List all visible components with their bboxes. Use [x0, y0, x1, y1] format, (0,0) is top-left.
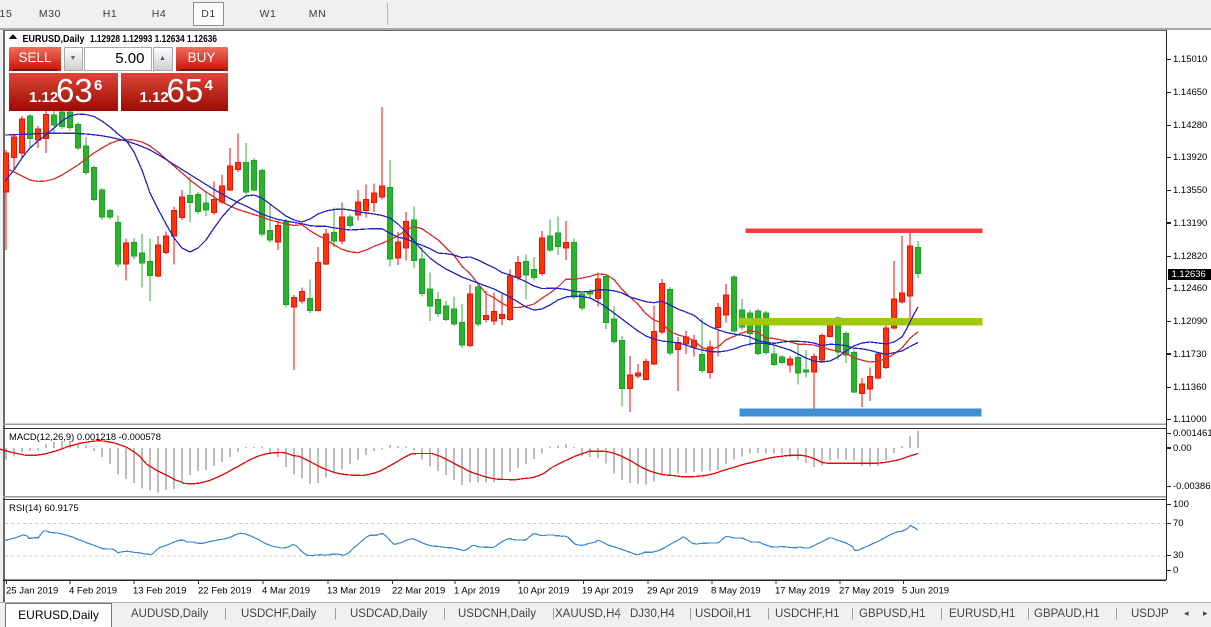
svg-text:1.12928 1.12993 1.12634 1.1263: 1.12928 1.12993 1.12634 1.12636 — [90, 34, 217, 45]
svg-text:13 Mar 2019: 13 Mar 2019 — [327, 586, 380, 597]
svg-text:22 Feb 2019: 22 Feb 2019 — [198, 586, 251, 597]
svg-text:17 May 2019: 17 May 2019 — [775, 586, 830, 597]
svg-text:10 Apr 2019: 10 Apr 2019 — [518, 586, 569, 597]
svg-text:RSI(14) 60.9175: RSI(14) 60.9175 — [9, 503, 79, 514]
svg-text:4 Feb 2019: 4 Feb 2019 — [69, 586, 117, 597]
svg-text:29 Apr 2019: 29 Apr 2019 — [647, 586, 698, 597]
svg-text:4 Mar 2019: 4 Mar 2019 — [262, 586, 310, 597]
svg-text:19 Apr 2019: 19 Apr 2019 — [582, 586, 633, 597]
svg-text:25 Jan 2019: 25 Jan 2019 — [6, 586, 58, 597]
svg-text:1 Apr 2019: 1 Apr 2019 — [454, 586, 500, 597]
svg-text:MACD(12,26,9) 0.001218 -0.0005: MACD(12,26,9) 0.001218 -0.000578 — [9, 432, 161, 443]
svg-text:13 Feb 2019: 13 Feb 2019 — [133, 586, 186, 597]
svg-text:5 Jun 2019: 5 Jun 2019 — [902, 586, 949, 597]
svg-text:8 May 2019: 8 May 2019 — [711, 586, 761, 597]
svg-text:27 May 2019: 27 May 2019 — [839, 586, 894, 597]
svg-text:EURUSD,Daily: EURUSD,Daily — [23, 34, 85, 45]
svg-text:22 Mar 2019: 22 Mar 2019 — [392, 586, 445, 597]
